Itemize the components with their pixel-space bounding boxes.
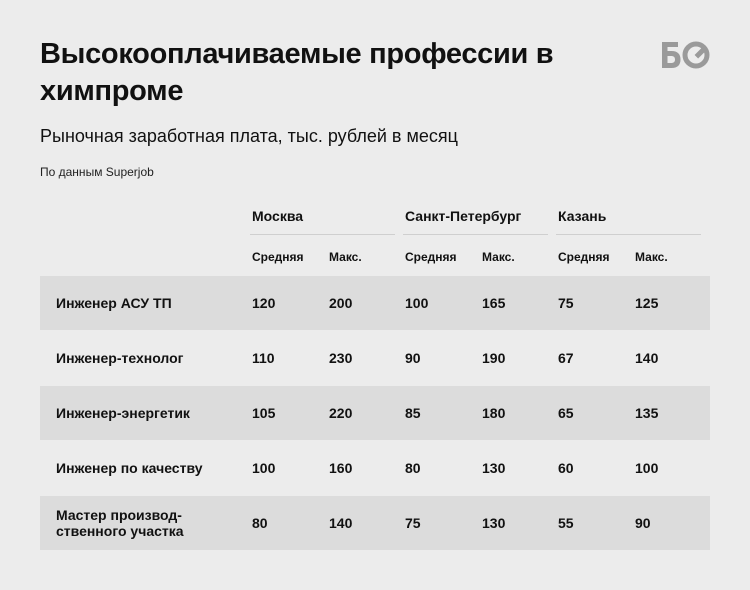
value-cell: 90 [405, 350, 421, 366]
value-cell: 140 [635, 350, 659, 366]
value-cell: 120 [252, 295, 276, 311]
city-header: Казань [558, 208, 607, 224]
column-header: Средняя [252, 250, 304, 264]
value-cell: 230 [329, 350, 353, 366]
value-cell: 160 [329, 460, 353, 476]
city-divider [250, 234, 395, 235]
bo-logo-icon [662, 41, 710, 69]
column-header: Макс. [635, 250, 668, 264]
city-header: Москва [252, 208, 304, 224]
column-header: Макс. [482, 250, 515, 264]
table-row: Мастер производ- ственного участка 80 140 7… [40, 496, 710, 550]
column-header: Макс. [329, 250, 362, 264]
row-label: Мастер производ- ственного участка [56, 507, 184, 539]
row-label: Инженер по качеству [56, 460, 203, 476]
table-row: Инженер по качеству 100 160 80 130 60 100 [40, 441, 710, 495]
city-header: Санкт-Петербург [405, 208, 522, 224]
value-cell: 200 [329, 295, 353, 311]
source-note: По данным Superjob [40, 165, 154, 179]
value-cell: 85 [405, 405, 421, 421]
value-cell: 75 [558, 295, 574, 311]
row-label: Инженер-энергетик [56, 405, 190, 421]
value-cell: 180 [482, 405, 506, 421]
column-header: Средняя [405, 250, 457, 264]
value-cell: 140 [329, 515, 353, 531]
value-cell: 55 [558, 515, 574, 531]
table-row: Инженер-технолог 110 230 90 190 67 140 [40, 331, 710, 385]
row-label: Инженер-технолог [56, 350, 184, 366]
value-cell: 100 [635, 460, 659, 476]
table-row: Инженер АСУ ТП 120 200 100 165 75 125 [40, 276, 710, 330]
city-divider [556, 234, 701, 235]
value-cell: 75 [405, 515, 421, 531]
value-cell: 60 [558, 460, 574, 476]
value-cell: 65 [558, 405, 574, 421]
value-cell: 220 [329, 405, 353, 421]
chart-title: Высокооплачиваемые профессии в химпроме [40, 38, 554, 107]
value-cell: 165 [482, 295, 506, 311]
value-cell: 190 [482, 350, 506, 366]
value-cell: 80 [252, 515, 268, 531]
value-cell: 105 [252, 405, 276, 421]
value-cell: 130 [482, 460, 506, 476]
value-cell: 135 [635, 405, 659, 421]
chart-subtitle: Рыночная заработная плата, тыс. рублей в… [40, 126, 458, 146]
value-cell: 130 [482, 515, 506, 531]
table-row: Инженер-энергетик 105 220 85 180 65 135 [40, 386, 710, 440]
column-header: Средняя [558, 250, 610, 264]
row-label: Инженер АСУ ТП [56, 295, 172, 311]
value-cell: 80 [405, 460, 421, 476]
value-cell: 125 [635, 295, 659, 311]
value-cell: 67 [558, 350, 574, 366]
value-cell: 110 [252, 350, 275, 366]
city-divider [403, 234, 548, 235]
value-cell: 100 [405, 295, 429, 311]
value-cell: 90 [635, 515, 651, 531]
value-cell: 100 [252, 460, 276, 476]
